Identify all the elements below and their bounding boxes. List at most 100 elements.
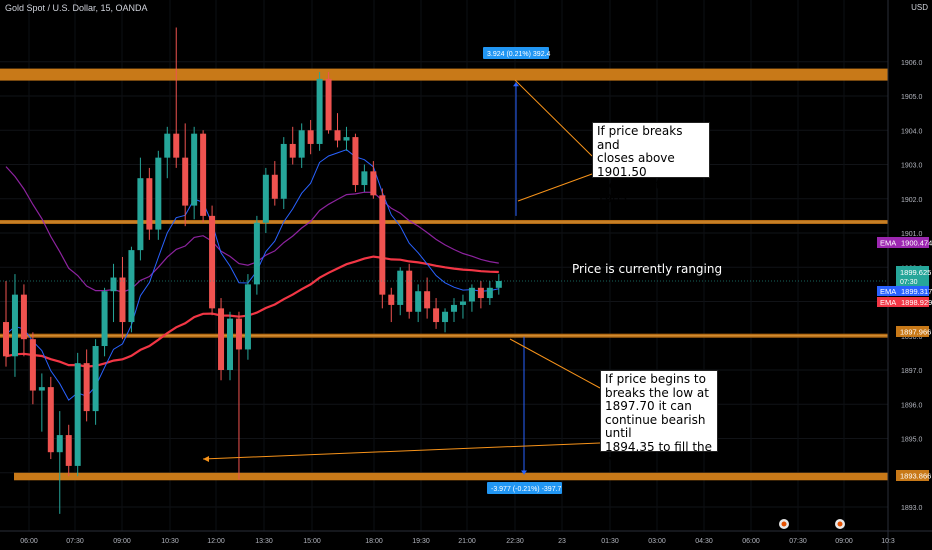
annotations bbox=[202, 79, 601, 475]
candle-body bbox=[119, 277, 126, 323]
candle-body bbox=[334, 130, 341, 141]
candle-body bbox=[173, 133, 180, 158]
candle-body bbox=[495, 280, 502, 288]
price-tick-label: 1901.0 bbox=[901, 231, 923, 238]
currency-label[interactable]: USD bbox=[911, 3, 928, 12]
time-tick-label: 19:30 bbox=[412, 538, 430, 545]
measure-up-arrow bbox=[513, 82, 519, 87]
ema-slow-line bbox=[5, 166, 499, 293]
candle-body bbox=[459, 301, 466, 305]
ema-low-label: EMA bbox=[880, 298, 896, 307]
time-tick-label: 10:30 bbox=[161, 538, 179, 545]
current-price-value: 1899.625 bbox=[900, 268, 931, 277]
candle-body bbox=[477, 287, 484, 299]
measure-down-label: -3.977 (-0.21%) -397.7 bbox=[491, 486, 562, 493]
ema-mid-value: 1899.317 bbox=[901, 287, 932, 296]
time-tick-label: 04:30 bbox=[695, 538, 713, 545]
measure-down-arrow bbox=[521, 470, 527, 475]
candle-body bbox=[164, 133, 171, 158]
measure-down-box bbox=[487, 482, 562, 494]
candles bbox=[0, 27, 888, 514]
candle-body bbox=[20, 294, 27, 340]
time-axis[interactable]: 06:00 07:30 09:00 10:30 12:00 13:30 15:00 18:00… bbox=[20, 538, 895, 545]
candle-body bbox=[92, 346, 99, 412]
ema-low-value: 1898.929 bbox=[901, 298, 932, 307]
candle-body bbox=[486, 287, 493, 299]
candle-body bbox=[209, 215, 216, 309]
time-tick-label: 22:30 bbox=[506, 538, 524, 545]
candle-body bbox=[433, 308, 440, 323]
time-tick-label: 03:00 bbox=[648, 538, 666, 545]
price-tick-label: 1904.0 bbox=[901, 128, 923, 135]
candle-body bbox=[424, 291, 431, 309]
candle-body bbox=[128, 250, 135, 323]
low-price-value: 1893.866 bbox=[900, 472, 931, 481]
candle-body bbox=[244, 284, 251, 350]
candle-body bbox=[289, 143, 296, 158]
candle-body bbox=[397, 270, 404, 305]
candle-body bbox=[137, 178, 144, 251]
candle-body bbox=[352, 137, 359, 186]
candle-body bbox=[146, 178, 153, 230]
ranging-note: Price is currently ranging bbox=[572, 262, 723, 276]
candle-timer: 07:30 bbox=[900, 279, 918, 286]
candle-body bbox=[3, 322, 9, 357]
price-tick-label: 1897.0 bbox=[901, 368, 923, 375]
ema-mid-label: EMA bbox=[880, 287, 896, 296]
ema-top-label: EMA bbox=[880, 239, 896, 248]
ema-low-tag bbox=[877, 297, 929, 307]
candle-body bbox=[298, 130, 305, 158]
measure-up-label: 3.924 (0.21%) 392.4 bbox=[487, 51, 551, 58]
time-tick-label: 09:00 bbox=[113, 538, 131, 545]
candle-body bbox=[388, 294, 395, 305]
time-tick-label: 15:00 bbox=[303, 538, 321, 545]
candle-body bbox=[56, 435, 63, 453]
breakdown-callout-upper bbox=[509, 338, 601, 389]
candle-body bbox=[468, 287, 475, 302]
time-tick-label: 06:00 bbox=[20, 538, 38, 545]
ema-top-tag bbox=[877, 237, 929, 248]
measure-up-box bbox=[483, 47, 549, 59]
candle-body bbox=[262, 174, 269, 223]
candle-body bbox=[74, 363, 81, 466]
current-price-tag bbox=[896, 266, 929, 286]
candle-body bbox=[253, 222, 260, 285]
time-tick-label: 10:3 bbox=[881, 538, 895, 545]
breakdown-callout-lower bbox=[202, 442, 601, 460]
event-icons[interactable] bbox=[779, 519, 845, 529]
candle-body bbox=[370, 171, 377, 196]
candle-body bbox=[316, 78, 323, 144]
breakout-note: If price breaks and closes above 1901.50… bbox=[592, 122, 710, 205]
time-tick-label: 21:00 bbox=[458, 538, 476, 545]
candle-body bbox=[29, 339, 36, 391]
price-tick-label: 1893.0 bbox=[901, 505, 923, 512]
measure-labels: 3.924 (0.21%) 392.4 -3.977 (-0.21%) -397… bbox=[483, 47, 562, 494]
candle-body bbox=[406, 270, 413, 312]
price-tick-label: 1906.0 bbox=[901, 60, 923, 67]
candle-body bbox=[325, 78, 332, 131]
candle-body bbox=[235, 318, 242, 350]
candle-body bbox=[280, 143, 287, 199]
symbol-title: Gold Spot / U.S. Dollar, 15, OANDA bbox=[5, 3, 148, 13]
support-zone-low bbox=[14, 472, 888, 481]
price-tick-label: 1905.0 bbox=[901, 94, 923, 101]
candle-body bbox=[191, 133, 198, 206]
price-tick-label: 1896.0 bbox=[901, 402, 923, 409]
candle-body bbox=[271, 174, 278, 199]
time-tick-label: 13:30 bbox=[255, 538, 273, 545]
price-tick-label: 1903.0 bbox=[901, 163, 923, 170]
event-icon-dot bbox=[781, 521, 787, 527]
candle-body bbox=[361, 171, 368, 186]
candle-body bbox=[83, 363, 90, 412]
low-price-tag bbox=[896, 470, 929, 481]
candle-body bbox=[218, 308, 225, 370]
candle-body bbox=[343, 137, 350, 141]
candle-body bbox=[65, 435, 72, 466]
price-tick-label: 1895.0 bbox=[901, 437, 923, 444]
support-price-tag bbox=[896, 326, 929, 337]
price-tags: EMA 1900.474 1899.625 07:30 EMA 1899.317… bbox=[877, 237, 932, 481]
ema-top-value: 1900.474 bbox=[901, 239, 932, 248]
time-tick-label: 23 bbox=[558, 538, 566, 545]
